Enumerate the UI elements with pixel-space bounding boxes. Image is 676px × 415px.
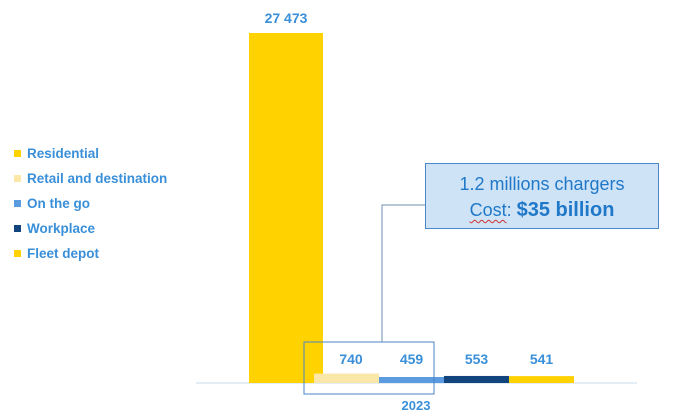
data-label-fleet-depot: 541	[530, 351, 554, 367]
data-label-residential: 27 473	[265, 10, 308, 26]
callout-cost-label: Cost	[469, 200, 507, 220]
x-tick-label-2023: 2023	[402, 398, 431, 413]
callout-box: 1.2 millions chargers Cost: $35 billion	[425, 163, 659, 229]
bar-workplace	[444, 375, 509, 383]
callout-line1: 1.2 millions chargers	[459, 174, 625, 194]
callout-cost-separator: :	[506, 200, 517, 220]
callout-connector	[381, 204, 425, 342]
legend-label-residential: Residential	[27, 146, 100, 161]
legend-item-workplace: Workplace	[14, 216, 167, 241]
legend-swatch-retail-and-destination	[14, 175, 21, 182]
legend-item-retail-and-destination: Retail and destination	[14, 166, 167, 191]
legend-label-retail-and-destination: Retail and destination	[27, 171, 168, 186]
callout-cost-line: Cost: $35 billion	[426, 197, 658, 223]
legend-swatch-fleet-depot	[14, 250, 21, 257]
callout-cost-value: $35 billion	[516, 199, 615, 221]
legend-swatch-on-the-go	[14, 200, 21, 207]
bar-on-the-go	[379, 377, 444, 383]
bar-retail-and-destination	[314, 373, 379, 383]
legend-label-workplace: Workplace	[27, 221, 96, 236]
legend-item-residential: Residential	[14, 141, 167, 166]
group-frame	[303, 341, 435, 395]
legend-swatch-workplace	[14, 225, 21, 232]
legend-label-on-the-go: On the go	[27, 196, 90, 211]
legend-item-fleet-depot: Fleet depot	[14, 241, 167, 266]
data-label-workplace: 553	[465, 351, 489, 367]
legend-label-fleet-depot: Fleet depot	[27, 246, 100, 261]
data-label-on-the-go: 459	[400, 351, 424, 367]
legend-item-on-the-go: On the go	[14, 191, 167, 216]
legend-swatch-residential	[14, 150, 21, 157]
legend: Residential Retail and destination On th…	[14, 141, 167, 266]
data-label-retail-and-destination: 740	[339, 351, 363, 367]
bar-residential	[249, 33, 323, 383]
bar-fleet-depot	[509, 376, 574, 383]
